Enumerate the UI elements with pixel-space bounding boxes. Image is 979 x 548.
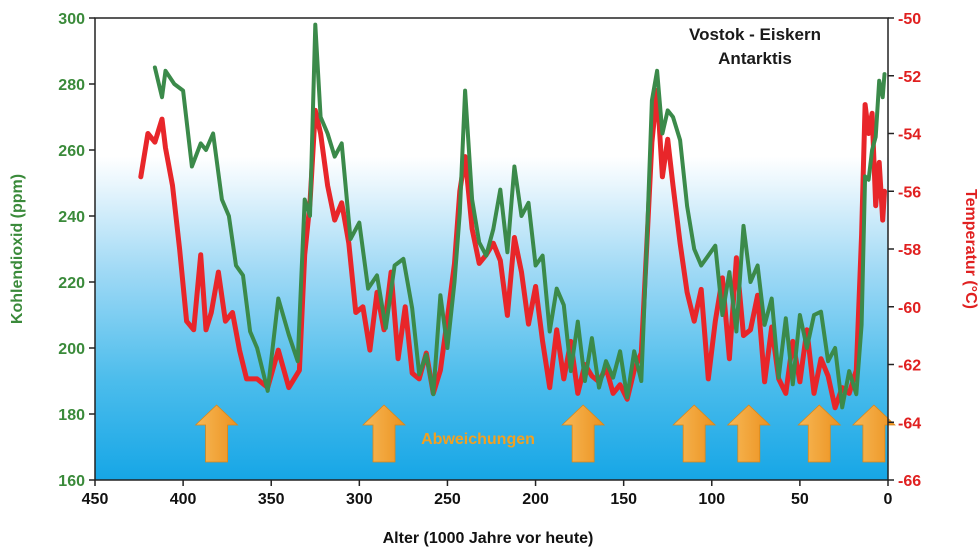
arrow-3 xyxy=(561,404,606,463)
arrow-6 xyxy=(797,404,842,463)
series-layer xyxy=(138,22,887,411)
y-left-tick-label: 280 xyxy=(58,77,85,94)
y-left-tick-label: 260 xyxy=(58,143,85,160)
y-left-tick-label: 200 xyxy=(58,341,85,358)
x-tick-label: 300 xyxy=(346,491,373,508)
temperature-series-line xyxy=(138,87,887,411)
ticks-layer: 450 400 350 300 250 200 150 100 50 0 160 180 200 220 2… xyxy=(58,11,921,508)
arrow-2 xyxy=(362,404,407,463)
y-right-tick-label: -54 xyxy=(898,127,921,144)
y-left-tick-label: 240 xyxy=(58,209,85,226)
x-tick-label: 400 xyxy=(170,491,197,508)
arrow-7 xyxy=(851,404,896,463)
y-right-tick-label: -56 xyxy=(898,184,921,201)
x-tick-label: 150 xyxy=(610,491,637,508)
x-tick-label: 450 xyxy=(82,491,109,508)
chart-subtitle: Antarktis xyxy=(718,49,792,68)
y-right-tick-label: -66 xyxy=(898,473,921,490)
chart-title: Vostok - Eiskern xyxy=(689,25,821,44)
y-axis-title-right: Temperatur (°C) xyxy=(962,189,979,309)
x-tick-label: 250 xyxy=(434,491,461,508)
y-right-tick-label: -58 xyxy=(898,242,921,259)
y-right-tick-label: -64 xyxy=(898,415,921,432)
x-tick-label: 350 xyxy=(258,491,285,508)
arrow-5 xyxy=(726,404,771,463)
x-tick-label: 100 xyxy=(698,491,725,508)
y-left-tick-label: 220 xyxy=(58,275,85,292)
arrow-4 xyxy=(672,404,717,463)
y-right-tick-label: -62 xyxy=(898,358,921,375)
y-left-tick-label: 180 xyxy=(58,407,85,424)
y-left-tick-label: 160 xyxy=(58,473,85,490)
co2-series-line xyxy=(152,22,887,410)
y-left-tick-label: 300 xyxy=(58,11,85,28)
x-tick-label: 200 xyxy=(522,491,549,508)
annotation-label: Abweichungen xyxy=(421,431,535,448)
x-tick-label: 0 xyxy=(884,491,893,508)
y-right-tick-label: -50 xyxy=(898,11,921,28)
x-tick-label: 50 xyxy=(791,491,809,508)
x-axis-title: Alter (1000 Jahre vor heute) xyxy=(383,530,594,547)
arrow-group xyxy=(194,404,896,463)
y-right-tick-label: -52 xyxy=(898,69,921,86)
plot-frame xyxy=(94,17,889,481)
y-right-tick-label: -60 xyxy=(898,300,921,317)
y-axis-title-left: Kohlendioxid (ppm) xyxy=(9,174,26,324)
arrow-1 xyxy=(194,404,239,463)
